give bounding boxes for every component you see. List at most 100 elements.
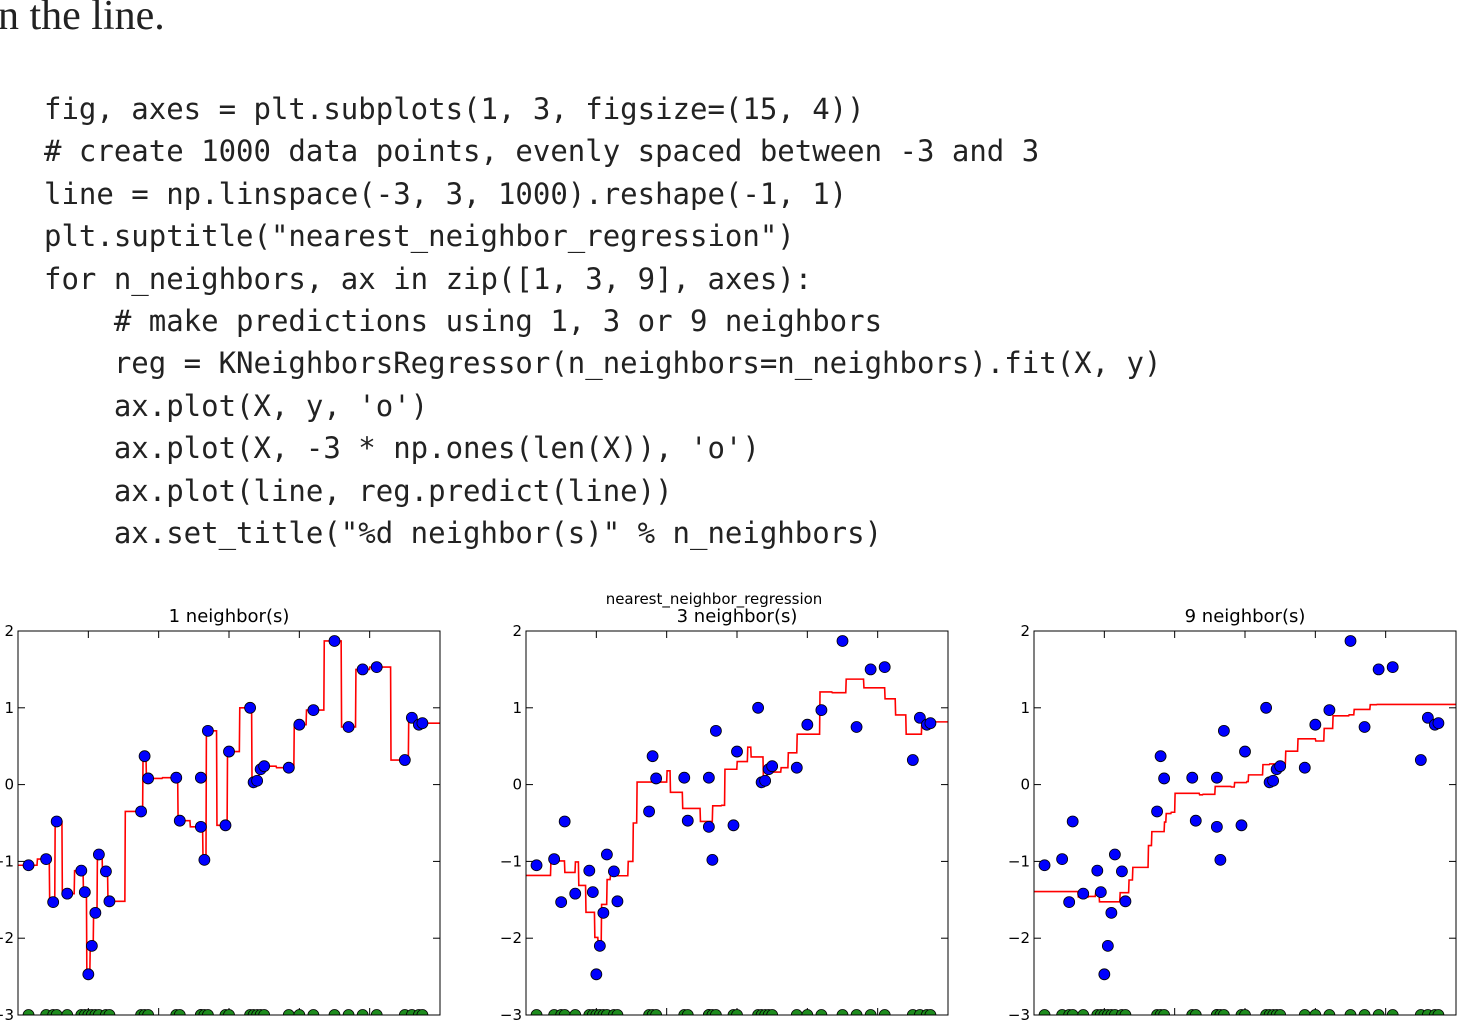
prediction-line — [526, 678, 948, 946]
data-point — [194, 771, 207, 784]
data-point — [593, 939, 606, 952]
baseline-point — [416, 1009, 429, 1015]
y-tick-label: 1 — [512, 699, 522, 717]
data-point — [138, 750, 151, 763]
code-line: for n_neighbors, ax in zip([1, 3, 9], ax… — [44, 261, 813, 296]
baseline-point — [836, 1009, 849, 1015]
data-point — [608, 865, 620, 878]
y-tick-label: 2 — [1020, 622, 1030, 640]
y-tick-label: 2 — [512, 622, 522, 640]
baseline-point — [681, 1009, 694, 1015]
data-point — [135, 805, 147, 818]
data-point — [752, 701, 764, 714]
baseline-point — [1189, 1009, 1202, 1015]
baseline-point — [50, 1009, 63, 1015]
code-line: reg = KNeighborsRegressor(n_neighbors=n_… — [44, 346, 1162, 381]
data-point — [342, 721, 355, 733]
baseline-point — [1358, 1009, 1371, 1015]
y-tick-label: 0 — [4, 776, 14, 794]
data-point — [1421, 711, 1434, 724]
data-point — [548, 853, 561, 865]
y-tick-label: −3 — [500, 1006, 522, 1024]
baseline-point — [1309, 1009, 1322, 1015]
data-point — [251, 774, 264, 787]
data-point — [78, 886, 91, 899]
baseline-points — [22, 1009, 429, 1015]
baseline-point — [815, 1009, 828, 1015]
data-point — [1210, 771, 1223, 784]
baseline-point — [307, 1009, 320, 1015]
code-block: fig, axes = plt.subplots(1, 3, figsize=(… — [44, 88, 1161, 554]
y-tick-label: −1 — [500, 852, 522, 870]
data-point — [282, 761, 295, 774]
subplot-title: 3 neighbor(s) — [677, 606, 798, 627]
subplot-title: 9 neighbor(s) — [1185, 606, 1306, 627]
code-line: plt.suptitle("nearest_neighbor_regressio… — [44, 219, 795, 254]
data-point — [1260, 701, 1272, 714]
data-point — [1098, 968, 1111, 981]
baseline-point — [924, 1009, 937, 1015]
baseline-point — [1432, 1009, 1445, 1015]
data-point — [170, 771, 183, 784]
y-tick-label: −1 — [0, 852, 14, 870]
data-point — [710, 724, 722, 737]
y-tick-label: 2 — [4, 622, 14, 640]
data-point — [1077, 887, 1090, 900]
figure-suptitle: nearest_neighbor_regression — [605, 590, 823, 608]
subplot-3: 2 1 0 −1 −2 −3 9 neighbor(s) — [1008, 606, 1457, 1024]
baseline-point — [1274, 1009, 1287, 1015]
data-point — [173, 814, 186, 827]
data-point — [555, 896, 568, 909]
baseline-point — [878, 1009, 891, 1015]
baseline-point — [790, 1009, 803, 1015]
data-point — [370, 661, 383, 673]
data-point — [1116, 865, 1128, 878]
data-point — [1358, 721, 1371, 733]
data-point — [906, 754, 919, 766]
data-point — [924, 717, 937, 730]
baseline-point — [173, 1009, 186, 1015]
prediction-line — [1034, 703, 1456, 903]
data-point — [913, 711, 926, 724]
y-tick-label: −2 — [500, 929, 522, 947]
baseline-point — [611, 1009, 624, 1015]
subplot-1: 2 1 0 −1 −2 −3 1 neighbor(s) — [0, 606, 441, 1024]
y-tick-label: 0 — [512, 776, 522, 794]
baseline-point — [370, 1009, 383, 1015]
data-point — [258, 760, 271, 773]
data-point — [1101, 939, 1114, 952]
data-point — [569, 887, 582, 900]
data-point — [678, 771, 691, 784]
data-point — [558, 815, 571, 828]
baseline-point — [142, 1009, 155, 1015]
baseline-point — [1038, 1009, 1051, 1015]
data-point — [85, 939, 98, 952]
baseline-point — [864, 1009, 877, 1015]
data-point — [1056, 853, 1069, 865]
data-point — [1309, 718, 1322, 731]
data-point — [1372, 663, 1385, 676]
data-point — [1235, 819, 1248, 832]
data-point — [89, 906, 102, 919]
baseline-point — [1077, 1009, 1090, 1015]
data-point — [702, 771, 715, 784]
data-point — [681, 814, 694, 827]
y-tick-label: −2 — [0, 929, 14, 947]
baseline-point — [1372, 1009, 1385, 1015]
data-point — [766, 760, 779, 773]
baseline-points — [530, 1009, 937, 1015]
data-point — [1063, 896, 1076, 909]
data-point — [1298, 761, 1311, 774]
code-line: ax.plot(X, y, 'o') — [44, 388, 429, 423]
baseline-point — [530, 1009, 543, 1015]
data-point — [790, 761, 803, 774]
data-point — [850, 721, 863, 733]
data-point — [731, 745, 743, 758]
data-point — [1151, 805, 1163, 818]
baseline-point — [103, 1009, 116, 1015]
data-point — [590, 968, 603, 981]
baseline-point — [1119, 1009, 1132, 1015]
baseline-point — [61, 1009, 74, 1015]
baseline-point — [710, 1009, 722, 1015]
